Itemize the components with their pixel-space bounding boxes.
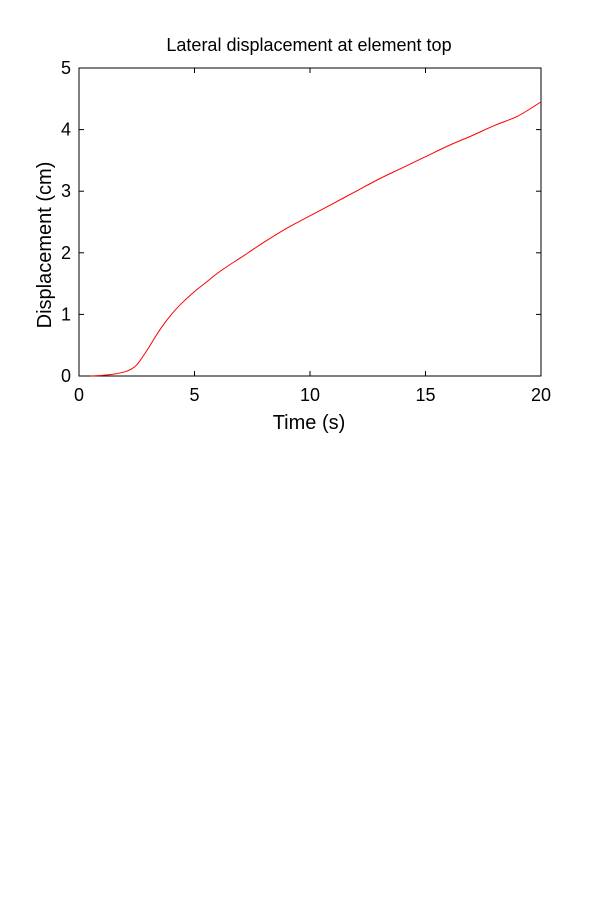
axes <box>78 67 542 377</box>
y-tick-label: 3 <box>61 181 71 201</box>
x-tick-label: 5 <box>189 385 199 405</box>
x-tick-label: 20 <box>531 385 551 405</box>
x-tick-label: 15 <box>415 385 435 405</box>
x-tick-label: 10 <box>300 385 320 405</box>
chart-title: Lateral displacement at element top <box>166 35 451 55</box>
y-tick-label: 5 <box>61 58 71 78</box>
y-tick-label: 4 <box>61 120 71 140</box>
y-tick-label: 2 <box>61 243 71 263</box>
series-line-displacement <box>90 101 542 377</box>
y-axis-label: Displacement (cm) <box>34 162 56 329</box>
series-group <box>90 101 542 377</box>
x-tick-label: 0 <box>74 385 84 405</box>
x-axis-label: Time (s) <box>273 412 346 434</box>
ticks: 0 5 10 15 20 0 1 2 3 4 5 <box>61 58 551 405</box>
y-tick-label: 0 <box>61 366 71 386</box>
y-tick-label: 1 <box>61 304 71 324</box>
plot-area-frame <box>78 67 542 377</box>
